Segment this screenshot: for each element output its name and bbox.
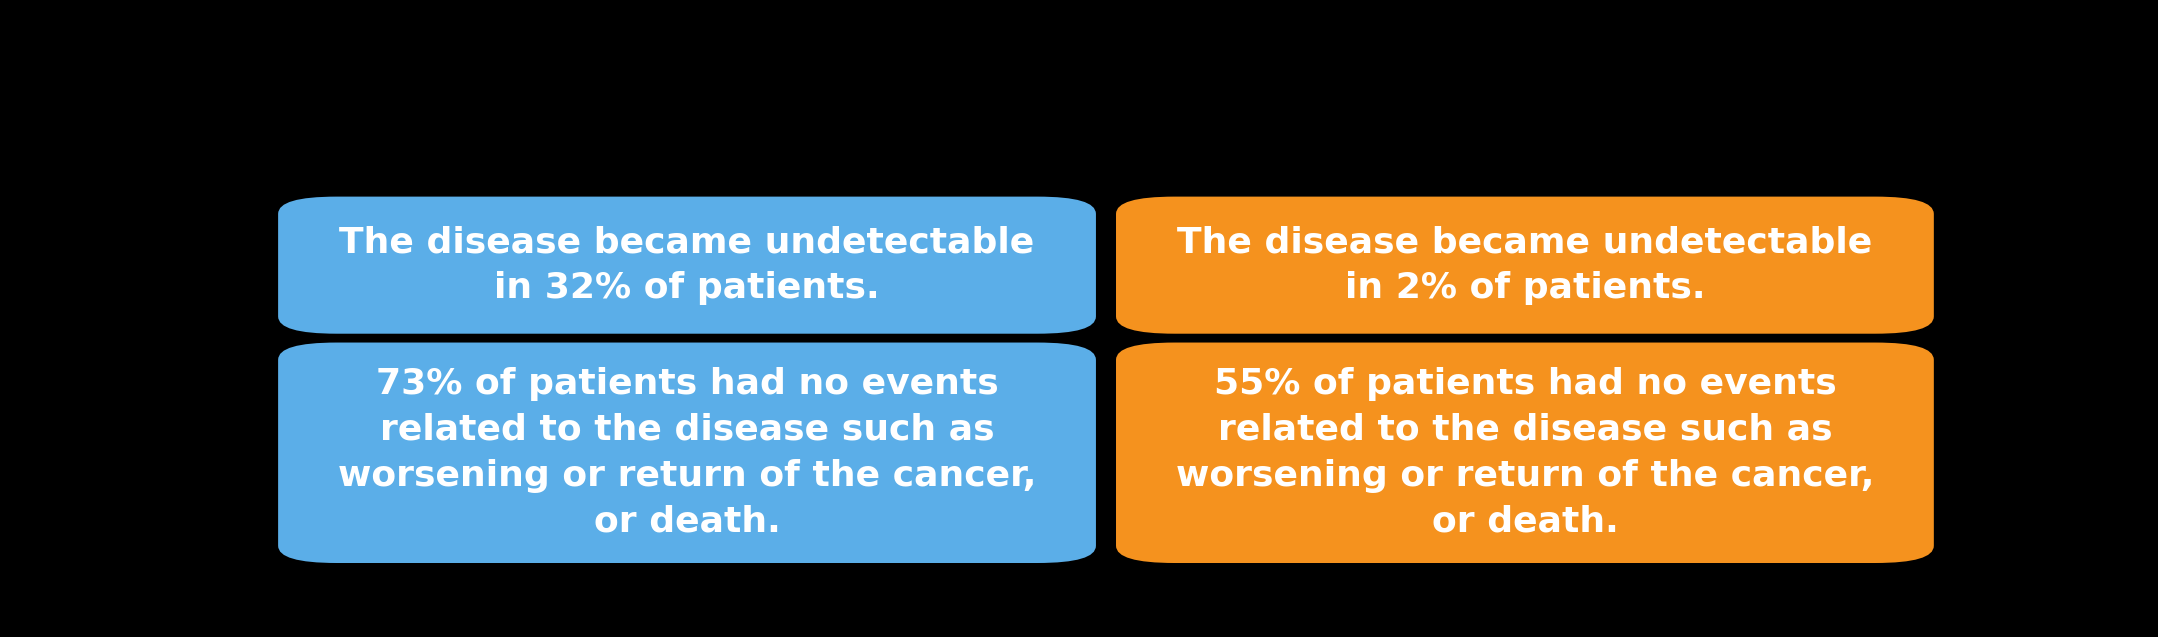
Text: 55% of patients had no events
related to the disease such as
worsening or return: 55% of patients had no events related to… [1176,366,1873,539]
Text: 73% of patients had no events
related to the disease such as
worsening or return: 73% of patients had no events related to… [339,366,1036,539]
FancyBboxPatch shape [1116,197,1934,334]
Text: The disease became undetectable
in 2% of patients.: The disease became undetectable in 2% of… [1178,225,1873,305]
Text: The disease became undetectable
in 32% of patients.: The disease became undetectable in 32% o… [339,225,1034,305]
FancyBboxPatch shape [278,343,1096,563]
FancyBboxPatch shape [1116,343,1934,563]
FancyBboxPatch shape [278,197,1096,334]
